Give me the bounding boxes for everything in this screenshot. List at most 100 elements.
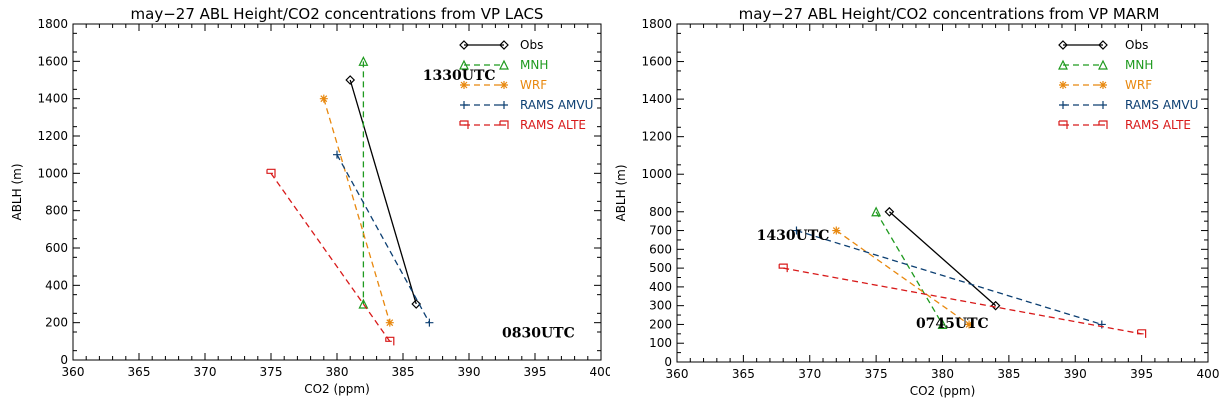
x-tick-label: 400 xyxy=(1197,367,1220,381)
y-tick-label: 700 xyxy=(649,224,672,238)
data-point xyxy=(1097,320,1106,329)
legend-marker xyxy=(500,101,508,109)
y-tick-label: 200 xyxy=(649,317,672,331)
y-tick-label: 1800 xyxy=(37,17,68,31)
series-line xyxy=(349,79,417,305)
y-tick-label: 600 xyxy=(649,242,672,256)
y-tick-label: 600 xyxy=(45,241,68,255)
legend-marker xyxy=(1099,101,1107,109)
x-tick-label: 400 xyxy=(590,365,610,379)
x-tick-label: 360 xyxy=(62,365,85,379)
x-tick-label: 395 xyxy=(1130,367,1153,381)
y-tick-label: 500 xyxy=(649,261,672,275)
series-line xyxy=(323,98,391,323)
y-tick-label: 800 xyxy=(649,205,672,219)
x-tick-label: 385 xyxy=(997,367,1020,381)
y-tick-label: 0 xyxy=(664,355,672,369)
series-obs xyxy=(884,206,1001,311)
data-point xyxy=(266,168,276,178)
legend-marker xyxy=(499,59,509,70)
legend-marker xyxy=(1059,81,1067,89)
legend-marker xyxy=(460,81,468,89)
legend-marker xyxy=(459,59,469,70)
x-tick-label: 375 xyxy=(260,365,283,379)
data-point xyxy=(871,206,882,217)
time-annotation: 1430UTC xyxy=(757,228,830,244)
legend-label: Obs xyxy=(520,38,543,52)
chart-title: may−27 ABL Height/CO2 concentrations fro… xyxy=(739,5,1160,23)
legend-marker xyxy=(459,40,469,50)
data-point xyxy=(884,206,895,217)
data-point xyxy=(778,263,788,273)
data-point xyxy=(385,318,394,327)
y-tick-label: 400 xyxy=(649,280,672,294)
series-mnh xyxy=(871,206,948,330)
series-line xyxy=(783,267,1142,335)
x-tick-label: 365 xyxy=(732,367,755,381)
data-point xyxy=(345,75,356,85)
y-tick-label: 1000 xyxy=(37,166,68,180)
x-tick-label: 390 xyxy=(458,365,481,379)
legend-label: RAMS ALTE xyxy=(1125,118,1191,132)
legend-marker xyxy=(500,81,508,89)
data-point xyxy=(990,300,1001,311)
x-tick-label: 380 xyxy=(326,365,349,379)
series-wrf xyxy=(832,226,974,329)
series-line xyxy=(888,211,997,307)
data-point xyxy=(425,318,434,327)
plot-frame xyxy=(72,23,602,361)
time-annotation: 0745UTC xyxy=(916,316,989,332)
y-tick-label: 800 xyxy=(45,204,68,218)
legend-marker xyxy=(499,120,509,129)
legend-marker xyxy=(1058,59,1068,70)
series-rams-amvu xyxy=(333,150,434,327)
series-line xyxy=(875,211,944,325)
legend-label: MNH xyxy=(1125,58,1153,72)
time-annotation: 0830UTC xyxy=(502,326,575,342)
legend-marker xyxy=(459,120,469,129)
legend-label: WRF xyxy=(520,78,547,92)
legend-label: RAMS ALTE xyxy=(520,118,586,132)
data-point xyxy=(333,150,341,159)
x-axis-label: CO2 (ppm) xyxy=(910,384,976,398)
x-tick-label: 365 xyxy=(128,365,151,379)
y-tick-label: 1200 xyxy=(37,129,68,143)
legend-marker xyxy=(499,40,509,50)
legend-label: MNH xyxy=(520,58,548,72)
legend-marker xyxy=(1098,120,1108,129)
x-tick-label: 380 xyxy=(931,367,954,381)
y-tick-label: 1600 xyxy=(641,55,672,69)
y-tick-label: 1400 xyxy=(641,92,672,106)
time-annotation: 1330UTC xyxy=(423,68,496,84)
chart-lacs: may−27 ABL Height/CO2 concentrations fro… xyxy=(10,5,610,396)
series-wrf xyxy=(319,94,394,327)
x-tick-label: 390 xyxy=(1064,367,1087,381)
y-tick-label: 1200 xyxy=(641,130,672,144)
x-tick-label: 395 xyxy=(524,365,547,379)
plot-frame xyxy=(676,23,1209,363)
data-point xyxy=(1137,329,1147,338)
series-line xyxy=(835,230,970,325)
legend-label: WRF xyxy=(1125,78,1152,92)
y-tick-label: 100 xyxy=(649,336,672,350)
data-point xyxy=(411,299,422,309)
series-rams-amvu xyxy=(792,226,1106,329)
legend-label: RAMS AMVU xyxy=(1125,98,1198,112)
legend-marker xyxy=(1098,59,1108,70)
y-axis-label: ABLH (m) xyxy=(614,164,628,221)
data-point xyxy=(937,319,948,330)
series-rams-alte xyxy=(266,168,395,346)
y-tick-label: 1000 xyxy=(641,167,672,181)
legend-marker xyxy=(1059,101,1067,109)
y-tick-label: 200 xyxy=(45,316,68,330)
y-tick-label: 1400 xyxy=(37,92,68,106)
data-point xyxy=(965,320,974,329)
legend-marker xyxy=(1058,120,1068,129)
y-tick-label: 300 xyxy=(649,299,672,313)
data-point xyxy=(385,336,395,346)
legend-marker xyxy=(1058,40,1068,50)
data-point xyxy=(319,94,328,103)
y-tick-label: 1800 xyxy=(641,17,672,31)
legend-marker xyxy=(1098,40,1108,50)
data-point xyxy=(792,226,801,235)
